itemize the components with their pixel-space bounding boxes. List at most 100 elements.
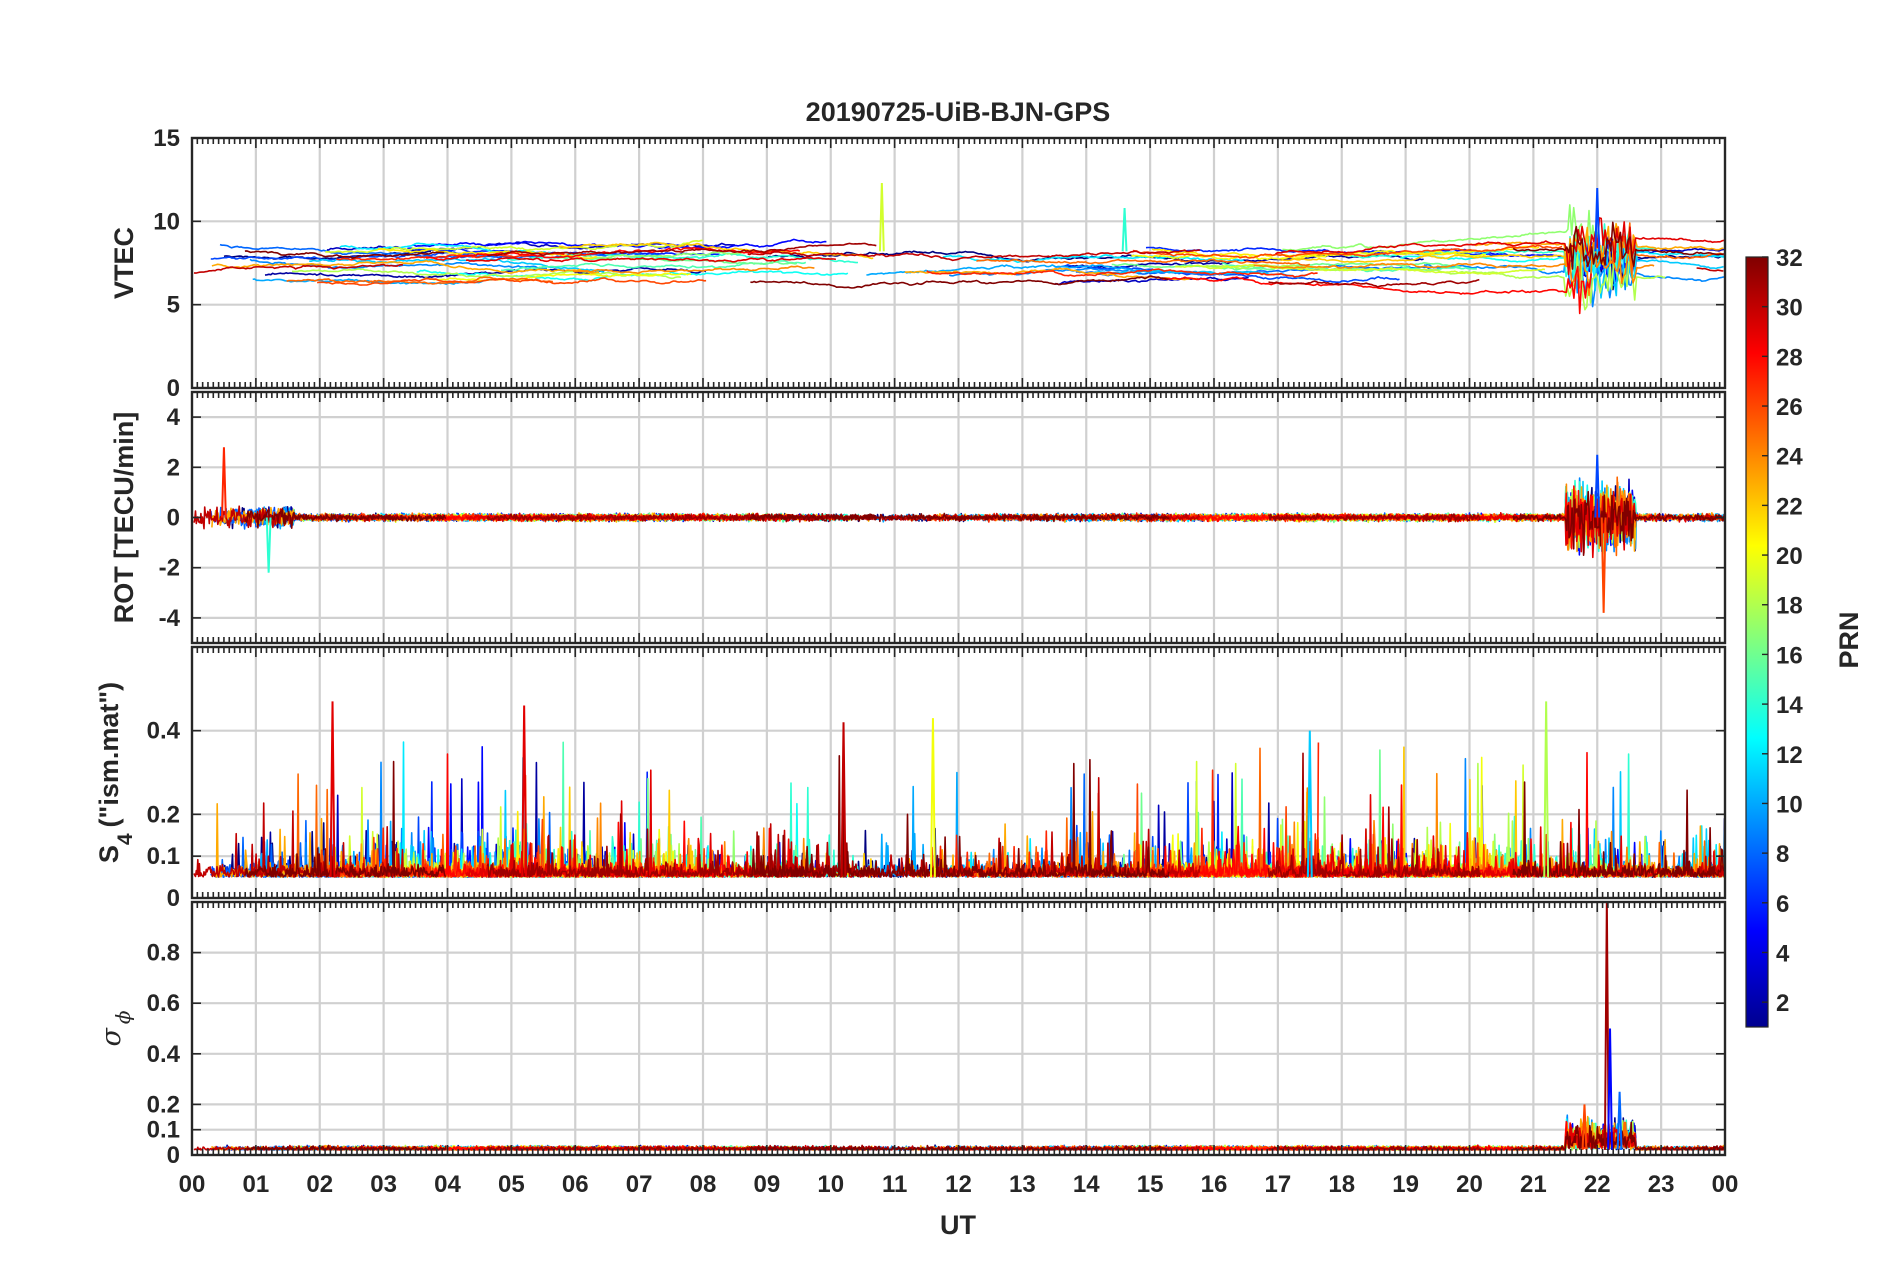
series-line-prn-25	[286, 276, 554, 285]
colorbar-tick-label: 26	[1776, 394, 1803, 421]
y-axis-label-suffix: ("ism.mat")	[94, 682, 124, 828]
series-line-prn-31	[1267, 752, 1481, 878]
series-line-prn-25	[976, 258, 1311, 267]
x-tick-label: 20	[1456, 1171, 1483, 1198]
colorbar-tick-label: 12	[1776, 742, 1803, 769]
y-tick-label: 0	[167, 885, 180, 912]
y-tick-label: -2	[159, 555, 180, 582]
y-tick-label: 0	[167, 505, 180, 532]
y-axis-label: VTEC	[109, 227, 139, 299]
series-line-prn-16	[553, 256, 798, 265]
series-line-prn-32	[244, 1144, 447, 1151]
x-tick-label: 13	[1009, 1171, 1036, 1198]
y-axis-label-symbol: σ	[96, 1027, 127, 1047]
colorbar-label: PRN	[1834, 611, 1864, 668]
x-minor-ticks	[191, 902, 1726, 1155]
colorbar-tick-label: 24	[1776, 444, 1803, 471]
series-line-prn-32	[750, 754, 1170, 878]
series-peak	[1543, 701, 1550, 878]
x-tick-label: 06	[562, 1171, 589, 1198]
x-tick-label: 02	[306, 1171, 333, 1198]
series-peak	[265, 517, 272, 573]
series-peak	[878, 182, 885, 252]
x-minor-ticks	[191, 647, 1726, 898]
series-line-prn-29	[1274, 793, 1726, 878]
series-peak	[1121, 207, 1128, 252]
grid	[192, 902, 1725, 1155]
series-line-prn-17	[1282, 204, 1596, 252]
series-line-prn-32	[750, 275, 1169, 289]
y-axis-label-sub: ϕ	[111, 1010, 135, 1024]
series-line-prn-24	[572, 265, 815, 275]
x-tick-label: 21	[1520, 1171, 1547, 1198]
series-line-prn-29	[466, 256, 837, 263]
colorbar-tick-label: 20	[1776, 543, 1803, 570]
colorbar-tick-label: 22	[1776, 493, 1803, 520]
x-tick-label: 05	[498, 1171, 525, 1198]
x-tick-label: 03	[370, 1171, 397, 1198]
x-tick-label: 14	[1073, 1171, 1100, 1198]
series-line-prn-30	[1696, 267, 1724, 272]
series-group	[193, 701, 1726, 878]
y-axis-label-main: S	[94, 845, 124, 863]
series-peak	[1594, 454, 1601, 518]
series-peak	[1581, 1104, 1588, 1150]
series-line-prn-32	[244, 250, 445, 260]
series-line-prn-30	[747, 249, 1200, 262]
y-tick-label: 0.1	[147, 843, 180, 870]
x-tick-label: 22	[1584, 1171, 1611, 1198]
x-axis-label: UT	[940, 1210, 976, 1240]
y-tick-label: 0.1	[147, 1117, 180, 1144]
y-tick-label: 0.2	[147, 801, 180, 828]
y-axis-label: ROT [TECU/min]	[109, 412, 139, 623]
panel-vtec: 0 5 10 15 VTEC	[109, 125, 1727, 402]
colorbar-tick-label: 18	[1776, 593, 1803, 620]
panel-s4: 0 0.1 0.2 0.4 S4 ("ism.mat")	[94, 645, 1727, 912]
y-axis-label: σϕ	[96, 1010, 135, 1046]
x-tick-label: 08	[690, 1171, 717, 1198]
x-tick-label: 23	[1648, 1171, 1675, 1198]
series-line-prn-21	[378, 248, 597, 260]
series-line-prn-31	[487, 242, 877, 257]
y-tick-labels: 0 0.1 0.2 0.4	[147, 718, 1725, 912]
series-line-prn-22	[1280, 254, 1567, 268]
series-line-prn-32	[1512, 490, 1726, 557]
x-tick-label: 16	[1201, 1171, 1228, 1198]
series-peak	[1306, 730, 1313, 878]
x-tick-label: 10	[817, 1171, 844, 1198]
series-line-prn-24	[1253, 238, 1655, 297]
y-tick-label: 0.6	[147, 990, 180, 1017]
series-line-prn-27	[336, 252, 565, 261]
y-tick-label: 0.4	[147, 1041, 181, 1068]
series-line-prn-32	[749, 512, 1170, 523]
series-peak	[329, 701, 336, 878]
series-line-prn-29	[1275, 217, 1725, 276]
series-peak	[1600, 517, 1607, 613]
series-line-prn-30	[193, 263, 403, 274]
series-line-prn-26	[316, 277, 707, 286]
colorbar-tick-label: 6	[1776, 891, 1789, 918]
y-tick-label: 0.4	[147, 718, 181, 745]
series-peak	[221, 447, 227, 518]
series-peak	[1607, 1028, 1613, 1150]
x-tick-label: 04	[434, 1171, 461, 1198]
series-line-prn-27	[926, 268, 1318, 278]
series-line-prn-20	[424, 272, 692, 282]
y-tick-labels: 00.10.2 0.4 0.6 0.8	[147, 940, 1725, 1169]
colorbar-tick-label: 10	[1776, 791, 1803, 818]
y-tick-label: 2	[167, 454, 180, 481]
series-line-prn-32	[244, 760, 447, 878]
x-tick-labels: 00 01 02 03 04 05 06 07 08 09 10 11 12 13 14 15 16 17 18 19…	[179, 1171, 1739, 1198]
y-tick-label: 10	[153, 208, 180, 235]
series-line-prn-23	[211, 260, 600, 274]
x-tick-label: 18	[1328, 1171, 1355, 1198]
x-tick-label: 12	[945, 1171, 972, 1198]
colorbar-tick-label: 28	[1776, 344, 1803, 371]
series-line-prn-12	[942, 254, 1244, 264]
y-tick-label: 0.2	[147, 1091, 180, 1118]
series-line-prn-31	[1267, 512, 1481, 523]
